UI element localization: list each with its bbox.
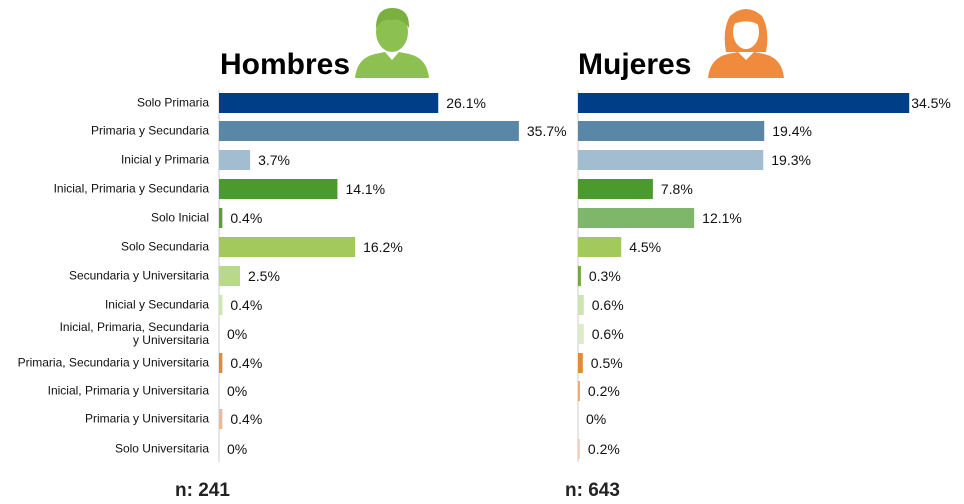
category-label: Secundaria y Universitaria bbox=[68, 268, 209, 283]
bar bbox=[219, 237, 356, 257]
category-label: Primaria, Secundaria y Universitaria bbox=[17, 355, 209, 370]
value-label: 0.4% bbox=[230, 411, 263, 427]
category-label: Inicial, Primaria y Secundaria bbox=[53, 181, 209, 196]
value-label: 7.8% bbox=[660, 181, 693, 197]
category-label: Inicial y Secundaria bbox=[104, 297, 209, 312]
sample-size: n: 643 bbox=[565, 480, 620, 501]
bar bbox=[578, 179, 653, 199]
bar bbox=[578, 295, 584, 315]
bar bbox=[578, 237, 622, 257]
panel-title: Hombres bbox=[220, 48, 351, 81]
value-label: 26.1% bbox=[446, 95, 486, 111]
category-label: Inicial, Primaria y Universitaria bbox=[47, 383, 209, 398]
bar bbox=[578, 208, 695, 228]
value-label: 3.7% bbox=[258, 152, 290, 168]
bar bbox=[219, 121, 519, 141]
value-label: 19.3% bbox=[771, 152, 811, 168]
bar bbox=[578, 93, 910, 113]
value-label: 0% bbox=[227, 441, 248, 457]
value-label: 14.1% bbox=[345, 181, 386, 197]
panel-title: Mujeres bbox=[578, 48, 692, 81]
bar bbox=[578, 266, 581, 286]
female-icon bbox=[708, 9, 784, 78]
value-label: 0.6% bbox=[591, 326, 624, 342]
category-label: Primaria y Universitaria bbox=[84, 411, 209, 426]
value-label: 0.6% bbox=[591, 297, 624, 313]
bar bbox=[578, 353, 583, 373]
bar bbox=[578, 439, 580, 459]
bar bbox=[578, 121, 765, 141]
bar bbox=[219, 93, 439, 113]
category-label: Inicial y Primaria bbox=[120, 152, 209, 167]
value-label: 0.4% bbox=[230, 355, 263, 371]
value-label: 0.4% bbox=[230, 210, 263, 226]
value-label: 0.3% bbox=[588, 268, 621, 284]
male-icon bbox=[355, 8, 429, 78]
value-label: 16.2% bbox=[363, 239, 403, 255]
value-label: 0% bbox=[227, 383, 248, 399]
value-label: 35.7% bbox=[526, 123, 567, 139]
bar bbox=[578, 150, 764, 170]
bar bbox=[219, 179, 338, 199]
value-label: 4.5% bbox=[629, 239, 662, 255]
value-label: 0.5% bbox=[590, 355, 623, 371]
bar bbox=[219, 150, 251, 170]
bar bbox=[219, 353, 223, 373]
bar bbox=[219, 208, 223, 228]
bar bbox=[578, 324, 584, 344]
category-label: Solo Primaria bbox=[136, 95, 209, 110]
bar bbox=[578, 381, 580, 401]
sample-size: n: 241 bbox=[175, 480, 230, 501]
bar bbox=[219, 266, 240, 286]
category-label: Solo Inicial bbox=[150, 210, 209, 225]
value-label: 0% bbox=[227, 326, 248, 342]
value-label: 34.5% bbox=[911, 95, 951, 111]
category-label: Solo Secundaria bbox=[120, 239, 209, 254]
category-label: Solo Universitaria bbox=[114, 441, 209, 456]
bar bbox=[219, 295, 223, 315]
value-label: 2.5% bbox=[248, 268, 280, 284]
value-label: 19.4% bbox=[772, 123, 812, 139]
bar bbox=[219, 409, 223, 429]
value-label: 0.4% bbox=[230, 297, 263, 313]
value-label: 0.2% bbox=[587, 441, 620, 457]
category-label: Inicial, Primaria, Secundaria y Universi… bbox=[59, 320, 209, 347]
value-label: 12.1% bbox=[702, 210, 742, 226]
category-label: Primaria y Secundaria bbox=[90, 123, 209, 138]
value-label: 0.2% bbox=[587, 383, 620, 399]
value-label: 0% bbox=[586, 411, 607, 427]
